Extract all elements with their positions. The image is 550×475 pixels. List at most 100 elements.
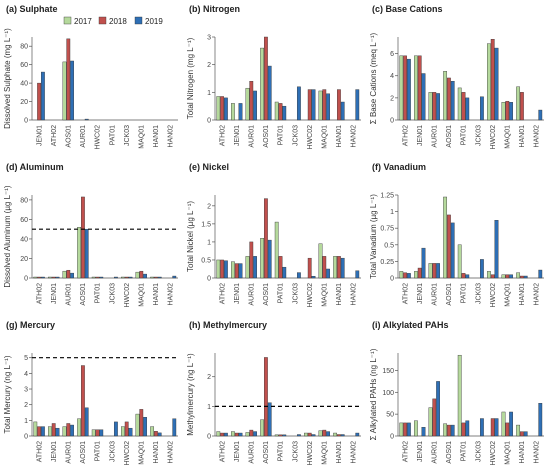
bar-maq01-2017 — [135, 413, 140, 437]
bar-hwc02-2019 — [311, 434, 316, 437]
bar-pat01-2017 — [274, 221, 279, 279]
bar-han02-2019 — [355, 432, 360, 437]
bar-maq01-2019 — [143, 417, 147, 437]
bar-maq01-2019 — [509, 411, 513, 437]
y-tick-label: 0 — [390, 118, 394, 125]
x-tick-label: HWC02 — [307, 283, 314, 308]
x-tick-label: AUR01 — [432, 283, 439, 306]
x-tick-label: HAN02 — [168, 125, 175, 148]
y-tick-label: 40 — [20, 236, 28, 243]
bar-jen01-2017 — [414, 271, 418, 279]
bar-maq01-2017 — [318, 430, 323, 437]
y-tick-label: 0 — [207, 276, 211, 283]
bar-hwc02-2019 — [494, 47, 499, 121]
bar-aur01-2019 — [436, 263, 440, 279]
x-tick-label: AUR01 — [66, 283, 73, 306]
y-tick-label: 5 — [24, 355, 28, 362]
bar-jck03-2019 — [296, 434, 301, 437]
bar-aos01-2017 — [443, 71, 448, 121]
legend-swatch-2018 — [98, 16, 107, 25]
bar-han02-2019 — [355, 270, 360, 279]
y-axis-label: Σ Alkylated PAHs (ng L⁻¹) — [369, 348, 378, 440]
bar-aos01-2019 — [267, 239, 272, 279]
x-tick-label: HAN02 — [351, 283, 358, 306]
bar-hwc02-2018 — [307, 257, 312, 279]
legend-label-2018: 2018 — [109, 17, 127, 26]
bar-aur01-2018 — [432, 263, 437, 279]
bar-pat01-2019 — [465, 274, 470, 279]
bar-jck03-2019 — [296, 86, 301, 121]
bar-aos01-2017 — [443, 423, 448, 437]
bar-jen01-2019 — [421, 247, 426, 279]
x-tick-label: AOS01 — [80, 283, 87, 306]
x-tick-label: JEN01 — [417, 125, 424, 146]
y-tick-label: 0 — [390, 434, 394, 441]
bar-aos01-2018 — [447, 424, 451, 437]
bar-han01-2019 — [340, 257, 345, 279]
bar-hwc02-2018 — [307, 432, 312, 437]
bar-jen01-2018 — [417, 267, 422, 279]
y-tick-label: 150 — [382, 368, 394, 375]
bar-han01-2017 — [333, 432, 338, 437]
panel-title: (a) Sulphate — [6, 4, 58, 14]
bar-ath02-2017 — [399, 55, 404, 121]
x-tick-label: MAQ01 — [322, 125, 329, 149]
y-tick-label: 1.25 — [380, 193, 394, 200]
bar-aur01-2019 — [436, 93, 440, 121]
bar-aos01-2018 — [264, 36, 268, 121]
bar-ath02-2018 — [220, 96, 224, 121]
x-tick-label: PAT01 — [461, 283, 468, 303]
y-tick-label: 2 — [390, 95, 394, 102]
bar-maq01-2018 — [322, 256, 327, 279]
bar-aos01-2019 — [84, 407, 89, 437]
bar-jen01-2018 — [234, 263, 239, 279]
bar-han01-2019 — [523, 431, 528, 437]
x-tick-label: MAQ01 — [139, 283, 146, 307]
panel-4: (d) Aluminum Dissolved Aluminum (µg L⁻¹) 0… — [3, 162, 178, 308]
bar-hwc02-2019 — [128, 427, 133, 437]
bar-pat01-2019 — [99, 276, 104, 279]
x-tick-label: HAN02 — [534, 441, 541, 464]
x-tick-label: HAN01 — [519, 441, 526, 464]
bar-jen01-2019 — [55, 276, 60, 279]
bar-hwc02-2017 — [304, 432, 308, 437]
bar-jen01-2019 — [238, 103, 243, 121]
panel-9: (i) Alkylated PAHs Σ Alkylated PAHs (ng L… — [369, 320, 544, 466]
y-tick-label: 0.5 — [201, 257, 211, 264]
bar-aur01-2017 — [428, 263, 433, 279]
bar-hwc02-2018 — [490, 274, 495, 279]
bar-ath02-2017 — [33, 276, 38, 279]
bar-aur01-2017 — [245, 256, 250, 279]
x-tick-label: HAN01 — [336, 283, 343, 306]
bar-aur01-2017 — [428, 407, 433, 437]
bar-ath02-2017 — [399, 422, 404, 437]
y-tick-label: 3 — [207, 35, 211, 42]
x-tick-label: ATH02 — [402, 441, 409, 462]
bar-jen01-2018 — [51, 423, 56, 437]
y-tick-label: 0 — [207, 118, 211, 125]
bar-hwc02-2017 — [487, 43, 491, 121]
bar-han01-2018 — [337, 434, 341, 437]
bar-hwc02-2017 — [121, 276, 125, 279]
bar-ath02-2017 — [216, 96, 221, 121]
bar-pat01-2018 — [95, 429, 100, 437]
bar-aur01-2018 — [66, 423, 71, 437]
bar-pat01-2018 — [95, 276, 100, 279]
bar-jen01-2017 — [48, 426, 52, 437]
x-tick-label: HAN02 — [351, 441, 358, 464]
x-tick-label: HAN02 — [168, 441, 175, 464]
bar-ath02-2018 — [37, 426, 41, 437]
panel-2: (b) Nitrogen Total Nitrogen (mg L⁻¹) 0 1 2 3 A… — [186, 4, 361, 150]
bar-hwc02-2019 — [311, 89, 316, 121]
bar-aos01-2018 — [447, 77, 451, 121]
panel-title: (b) Nitrogen — [189, 4, 240, 14]
bar-pat01-2019 — [465, 420, 470, 437]
bar-han02-2019 — [172, 418, 177, 437]
bar-aur01-2019 — [436, 381, 440, 437]
x-tick-label: JCK03 — [109, 441, 116, 462]
bar-maq01-2019 — [509, 274, 513, 279]
bar-pat01-2017 — [274, 101, 279, 121]
bar-aur01-2019 — [253, 431, 257, 437]
bar-hwc02-2019 — [128, 276, 133, 279]
x-tick-label: AOS01 — [263, 125, 270, 148]
